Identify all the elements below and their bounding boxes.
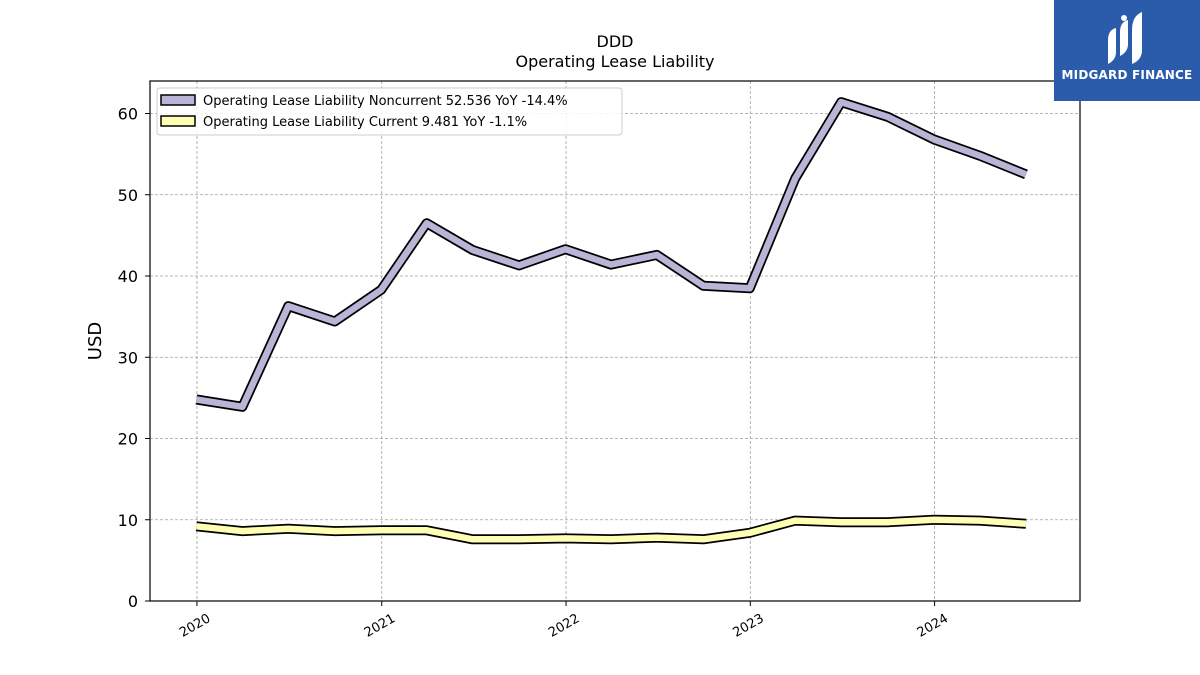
- series-current: [195, 514, 1027, 545]
- y-axis-label: USD: [85, 322, 106, 360]
- y-tick-label: 0: [128, 592, 138, 611]
- legend-label: Operating Lease Liability Current 9.481 …: [203, 115, 527, 130]
- series-line: [195, 98, 1028, 411]
- plot-frame: [149, 80, 1081, 602]
- legend-swatch: [160, 94, 196, 106]
- y-tick-label: 30: [118, 348, 138, 367]
- midgard-logo-icon: [1108, 12, 1142, 64]
- x-tick-label: 2021: [362, 611, 398, 641]
- brand-logo: MIDGARD FINANCE: [1054, 0, 1200, 101]
- y-tick-label: 50: [118, 186, 138, 205]
- x-tick-label: 2020: [177, 611, 213, 641]
- brand-name: MIDGARD FINANCE: [1061, 68, 1193, 82]
- legend-swatch: [160, 115, 196, 127]
- x-tick-label: 2024: [915, 611, 951, 641]
- series-line-outline: [195, 97, 1028, 412]
- y-tick-label: 20: [118, 430, 138, 449]
- y-tick-label: 60: [118, 105, 138, 124]
- y-tick-label: 40: [118, 267, 138, 286]
- axis-ticks: 0 10 20 30 40 50 60 2020 2021 2022 2023 2024: [118, 105, 951, 641]
- chart-title: DDD: [596, 32, 634, 51]
- legend: Operating Lease Liability Noncurrent 52.…: [156, 87, 623, 136]
- series-noncurrent: [195, 97, 1028, 412]
- x-tick-label: 2022: [546, 611, 582, 641]
- series-line: [196, 516, 1027, 543]
- y-tick-label: 10: [118, 511, 138, 530]
- x-tick-label: 2023: [730, 611, 766, 641]
- legend-box: [156, 87, 623, 136]
- legend-label: Operating Lease Liability Noncurrent 52.…: [203, 94, 568, 109]
- series-layer: [195, 97, 1028, 545]
- chart-subtitle: Operating Lease Liability: [515, 52, 715, 71]
